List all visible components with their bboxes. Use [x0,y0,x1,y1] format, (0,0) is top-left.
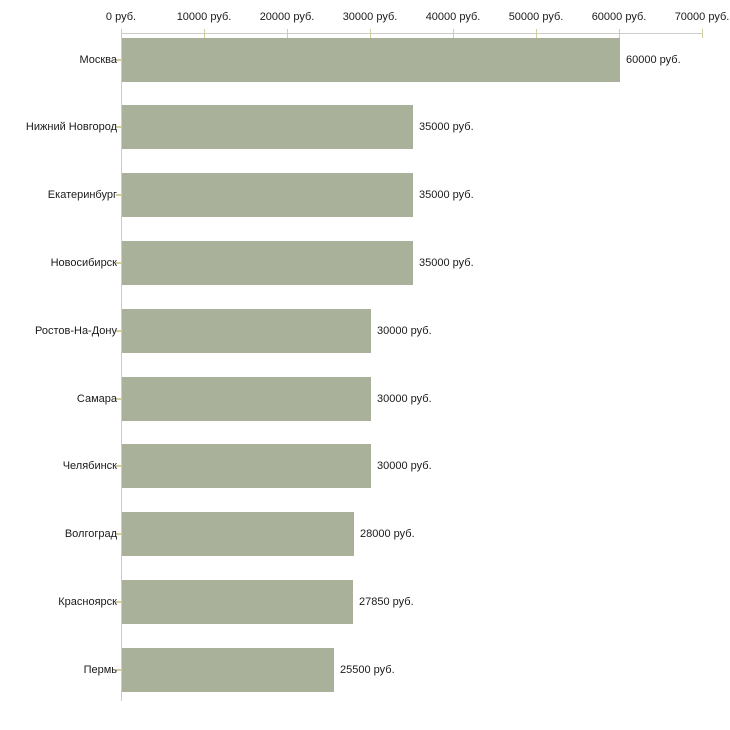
category-label: Красноярск [58,595,117,608]
bar [122,579,353,624]
category-label: Челябинск [62,460,117,473]
x-tick-mark [287,29,288,38]
y-axis-line [121,33,122,701]
y-tick-mark [116,329,121,332]
x-tick-label: 70000 руб. [674,11,730,23]
category-label: Нижний Новгород [25,121,117,134]
value-label: 35000 руб. [419,189,474,202]
x-tick-mark [370,29,371,38]
value-label: 30000 руб. [377,324,432,337]
y-tick-mark [116,126,121,129]
value-label: 27850 руб. [359,595,414,608]
y-tick-mark [116,58,121,61]
x-tick-mark [619,29,620,38]
y-tick-mark [116,533,121,536]
category-label: Волгоград [64,528,117,541]
value-label: 35000 руб. [419,256,474,269]
bar [122,37,620,82]
y-tick-mark [116,194,121,197]
value-label: 30000 руб. [377,460,432,473]
bar [122,647,334,692]
x-axis-line [121,33,703,34]
x-tick-label: 30000 руб. [342,11,398,23]
bar [122,376,371,421]
y-tick-mark [116,465,121,468]
x-tick-mark [536,29,537,38]
x-tick-label: 0 руб. [105,11,137,23]
value-label: 60000 руб. [626,53,681,66]
bar [122,444,371,489]
x-tick-label: 20000 руб. [259,11,315,23]
value-label: 30000 руб. [377,392,432,405]
x-tick-mark [121,29,122,38]
y-tick-mark [116,261,121,264]
x-tick-mark [702,29,703,38]
category-label: Москва [79,53,117,66]
category-label: Новосибирск [50,256,117,269]
y-tick-mark [116,600,121,603]
x-tick-label: 10000 руб. [176,11,232,23]
x-tick-label: 60000 руб. [591,11,647,23]
bar [122,512,354,557]
bar [122,308,371,353]
y-tick-mark [116,397,121,400]
category-label: Пермь [83,663,117,676]
value-label: 28000 руб. [360,528,415,541]
value-label: 35000 руб. [419,121,474,134]
bar [122,240,413,285]
x-tick-mark [204,29,205,38]
category-label: Ростов-На-Дону [34,324,117,337]
bar [122,105,413,150]
x-tick-mark [453,29,454,38]
value-label: 25500 руб. [340,663,395,676]
bar [122,173,413,218]
x-tick-label: 50000 руб. [508,11,564,23]
x-tick-label: 40000 руб. [425,11,481,23]
category-label: Самара [76,392,117,405]
category-label: Екатеринбург [47,189,117,202]
y-tick-mark [116,668,121,671]
